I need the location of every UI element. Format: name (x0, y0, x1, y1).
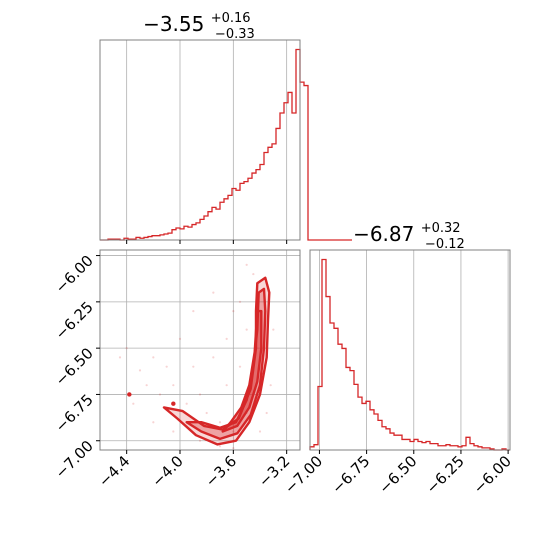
sample-point (192, 365, 195, 368)
title-lower: −0.33 (215, 27, 255, 42)
grid (319, 250, 509, 450)
sample-point (145, 384, 148, 387)
title-lower: −0.12 (425, 237, 465, 252)
sample-point (198, 439, 202, 442)
sample-point (152, 421, 155, 424)
contour-level (221, 309, 263, 433)
sample-points (118, 263, 275, 450)
sample-point (258, 430, 262, 433)
axes-frame (309, 249, 511, 451)
sample-point (238, 365, 242, 368)
sample-point (158, 393, 162, 396)
title-upper: +0.16 (211, 11, 251, 26)
sample-point (245, 263, 248, 266)
sample-point (198, 393, 202, 396)
sample-point (272, 328, 275, 331)
panel-param-1-histogram: −3.55 +0.16 −0.33 (99, 3, 352, 244)
axes-frame (99, 249, 301, 451)
x-tick-label: −7.00 (281, 452, 326, 497)
panel-title: −3.55 +0.16 −0.33 (143, 3, 257, 42)
x-ticks: −4.4 −4.0 −3.6 −3.2 (95, 450, 293, 491)
x-tick-label: −4.4 (95, 452, 133, 490)
sample-point (269, 384, 272, 387)
sample-point (138, 369, 142, 372)
grid (126, 40, 288, 240)
panel-joint-contour: −4.4 −4.0 −3.6 −3.2 −6.00−6.25−6.50−6.75−7.… (52, 249, 301, 491)
sample-point (218, 445, 222, 448)
y-tick-label: −6.00 (52, 252, 97, 297)
sample-point (232, 310, 235, 313)
y-tick-label: −6.75 (52, 391, 97, 436)
sample-point (178, 337, 182, 340)
sample-point (232, 430, 235, 433)
sample-point (218, 421, 222, 424)
sample-point (125, 347, 128, 350)
y-ticks: −6.00−6.25−6.50−6.75−7.00 (52, 252, 100, 482)
sample-point (245, 328, 248, 331)
x-ticks (126, 240, 288, 244)
panel-param-2-histogram: −7.00 −6.75 −6.50 −6.25 −6.00 −6.87 +0.32 −0… (281, 213, 515, 497)
sample-point (252, 272, 255, 276)
x-tick-label: −6.00 (470, 452, 515, 497)
sample-point (212, 356, 215, 359)
grid (100, 250, 300, 450)
contour-levels (127, 276, 271, 446)
sample-point (212, 291, 215, 294)
title-value: −3.55 (143, 12, 204, 36)
y-tick-label: −6.25 (52, 298, 97, 343)
sample-point (225, 337, 228, 340)
outlier-point (171, 401, 176, 406)
sample-point (225, 384, 228, 387)
x-tick-label: −6.50 (375, 452, 420, 497)
axes-frame (99, 39, 301, 241)
sample-point (265, 411, 268, 415)
sample-point (205, 411, 208, 415)
y-tick-label: −6.50 (52, 344, 97, 389)
sample-point (238, 300, 242, 303)
sample-point (172, 384, 175, 387)
sample-point (132, 402, 135, 405)
sample-point (152, 356, 155, 359)
sample-point (172, 430, 175, 433)
x-tick-label: −4.0 (148, 452, 186, 490)
histogram-step-line (100, 48, 352, 241)
x-ticks: −7.00 −6.75 −6.50 −6.25 −6.00 (281, 450, 515, 497)
x-tick-label: −3.6 (202, 452, 240, 490)
panel-title: −6.87 +0.32 −0.12 (353, 213, 467, 252)
x-tick-label: −6.25 (423, 452, 468, 497)
x-tick-label: −6.75 (328, 452, 373, 497)
histogram-step-line (309, 258, 510, 451)
sample-point (165, 365, 168, 368)
sample-point (118, 356, 122, 359)
sample-point (232, 447, 235, 450)
y-tick-label: −7.00 (52, 437, 97, 482)
title-upper: +0.32 (421, 221, 461, 236)
sample-point (185, 402, 188, 405)
sample-point (192, 310, 195, 313)
title-value: −6.87 (353, 222, 414, 246)
outlier-point (127, 392, 132, 397)
